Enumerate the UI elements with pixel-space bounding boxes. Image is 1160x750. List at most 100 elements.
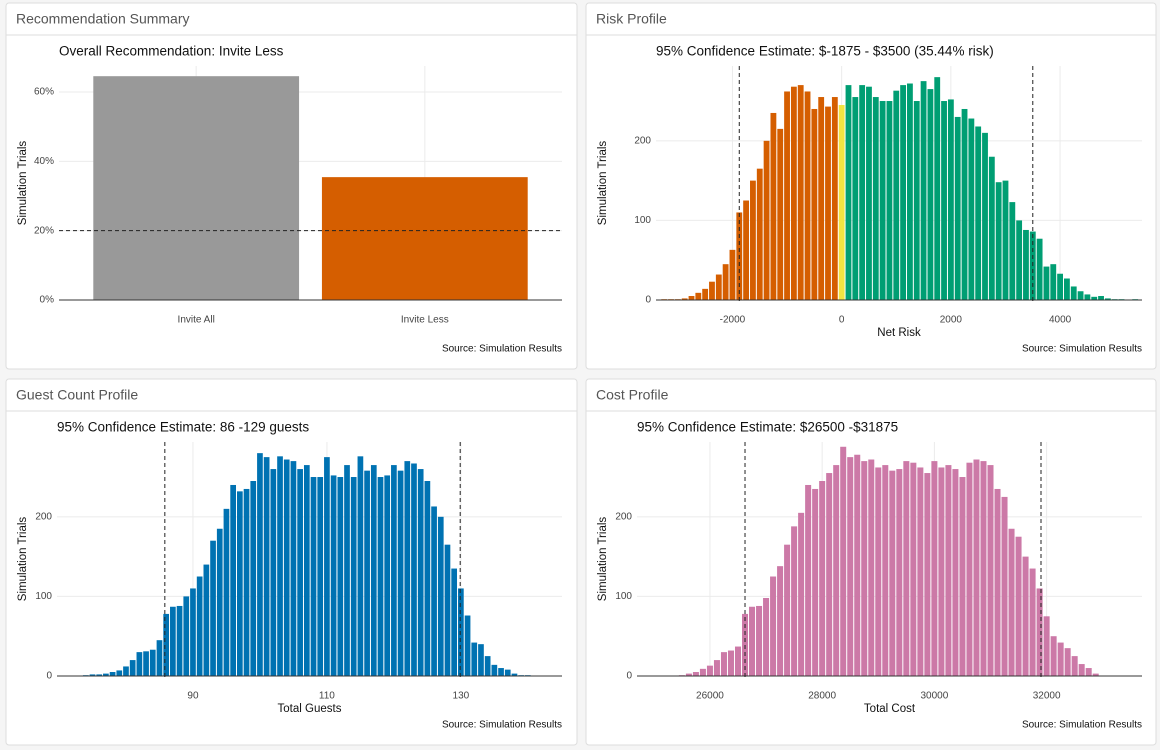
histogram-bar: [417, 469, 424, 676]
histogram-bar: [350, 477, 357, 676]
histogram-bar: [143, 651, 149, 676]
histogram-bar: [924, 473, 931, 676]
histogram-bar: [975, 126, 982, 300]
histogram-bar: [861, 461, 868, 676]
histogram-bar: [750, 180, 756, 300]
histogram-bar: [784, 544, 791, 676]
histogram-bar: [886, 101, 893, 300]
panel-title: Cost Profile: [596, 387, 669, 403]
histogram-bar: [961, 108, 968, 301]
histogram-bar: [196, 576, 203, 676]
histogram-bar: [954, 116, 961, 300]
histogram-bar: [357, 456, 364, 676]
histogram-bar: [1057, 273, 1064, 300]
y-tick-label: 0: [645, 295, 651, 306]
histogram-bar: [290, 461, 297, 676]
histogram-bar: [720, 652, 727, 676]
histogram-bar: [491, 664, 498, 676]
histogram-bar: [838, 105, 845, 300]
histogram-bar: [149, 649, 156, 676]
x-axis-title: Net Risk: [877, 327, 921, 339]
histogram-bar: [980, 461, 987, 676]
histogram-bar: [988, 156, 995, 300]
histogram-bar: [277, 456, 283, 676]
histogram-bar: [384, 475, 391, 676]
histogram-bar: [1023, 229, 1029, 300]
histogram-bar: [938, 467, 945, 676]
histogram-bar: [1050, 264, 1057, 300]
histogram-bar: [464, 615, 471, 676]
histogram-bar: [840, 446, 847, 676]
histogram-bar: [845, 85, 852, 300]
histogram-bar: [1091, 296, 1098, 300]
histogram-bar: [875, 467, 882, 676]
caption: Source: Simulation Results: [1022, 720, 1142, 731]
histogram-bar: [790, 86, 797, 300]
histogram-bar: [812, 488, 819, 676]
histogram-bar: [511, 673, 518, 676]
histogram-bar: [504, 669, 511, 676]
histogram-bar: [756, 605, 763, 676]
histogram-bar: [263, 457, 270, 676]
histogram-bar: [123, 666, 129, 676]
histogram-bar: [129, 660, 136, 676]
histogram-bar: [1071, 656, 1078, 676]
x-tick-label: 130: [453, 691, 470, 702]
y-tick-label: 200: [35, 511, 52, 522]
histogram-bar: [1008, 528, 1015, 676]
histogram-bar: [868, 459, 875, 676]
histogram-bar: [945, 465, 952, 676]
y-tick-label: 20%: [34, 225, 54, 236]
x-tick-label: 28000: [808, 691, 836, 702]
y-tick-label: 0%: [40, 295, 55, 306]
histogram-bar: [364, 470, 370, 676]
chart-title: Overall Recommendation: Invite Less: [59, 44, 284, 59]
histogram-bar: [250, 481, 257, 676]
x-tick-label: 90: [187, 691, 199, 702]
histogram-bar: [934, 77, 941, 301]
histogram-bar: [882, 465, 889, 676]
histogram-bar: [749, 606, 756, 676]
histogram-bar: [109, 672, 116, 676]
histogram-bar: [927, 89, 934, 300]
histogram-bar: [377, 477, 384, 676]
histogram-bar: [1036, 588, 1043, 676]
histogram-bar: [1078, 664, 1085, 676]
histogram-bar: [451, 568, 458, 676]
histogram-bar: [190, 588, 196, 676]
histogram-bar: [310, 477, 317, 676]
histogram-bar: [330, 475, 337, 676]
histogram-bar: [941, 101, 947, 300]
histogram-bar: [116, 670, 123, 676]
histogram-bar: [103, 673, 109, 676]
y-axis-title: Simulation Trials: [597, 517, 609, 602]
x-axis-title: Total Cost: [864, 703, 916, 715]
histogram-bar: [397, 470, 404, 676]
chart-title: 95% Confidence Estimate: $26500 -$31875: [637, 420, 898, 435]
caption: Source: Simulation Results: [1022, 344, 1142, 355]
histogram-bar: [818, 97, 825, 300]
histogram-bar: [337, 477, 344, 676]
histogram-bar: [484, 656, 491, 676]
x-tick-label: 2000: [940, 315, 963, 326]
histogram-bar: [959, 477, 966, 676]
histogram-bar: [804, 91, 811, 300]
histogram-bar: [170, 606, 176, 676]
histogram-bar: [798, 512, 805, 676]
histogram-bar: [1077, 291, 1084, 300]
histogram-bar: [859, 85, 866, 300]
y-tick-label: 200: [615, 511, 632, 522]
histogram-bar: [833, 465, 840, 676]
histogram-bar: [987, 465, 994, 676]
histogram-bar: [1043, 266, 1050, 300]
histogram-bar: [404, 461, 411, 676]
histogram-bar: [303, 465, 310, 676]
histogram-bar: [903, 461, 910, 676]
histogram-bar: [879, 101, 886, 300]
histogram-bar: [913, 101, 920, 300]
histogram-bar: [947, 99, 954, 300]
histogram-bar: [797, 85, 804, 300]
histogram-bar: [889, 470, 896, 676]
histogram-bar: [722, 264, 729, 300]
histogram-bar: [257, 453, 263, 676]
